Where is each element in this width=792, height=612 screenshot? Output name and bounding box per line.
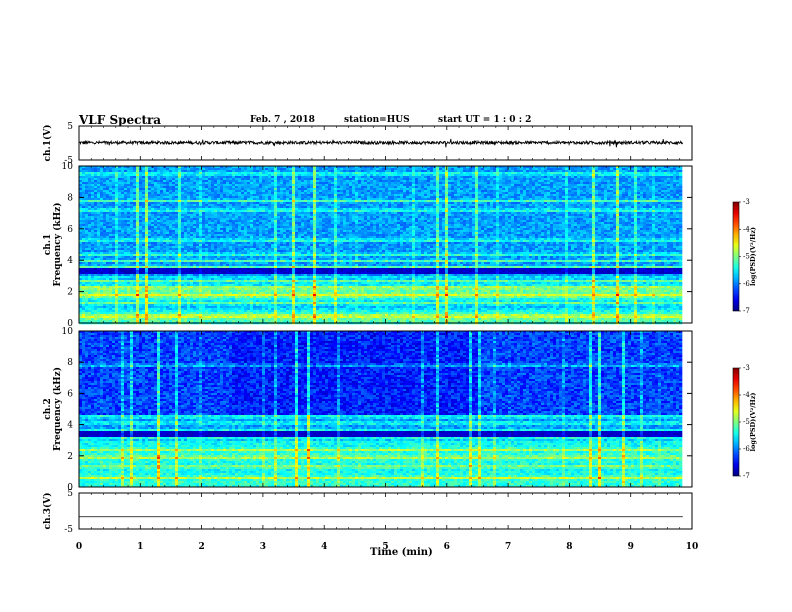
x-tick-label: 6: [444, 542, 450, 552]
y-tick-label: 2: [67, 452, 73, 462]
y-tick-label: -5: [64, 525, 73, 535]
x-tick-label: 7: [505, 542, 511, 552]
colorbar-label: log(PSD)(V²/Hz): [749, 227, 757, 286]
y-tick-label: 10: [62, 162, 74, 172]
x-axis-label: Time (min): [370, 547, 433, 558]
panel-frame: [79, 493, 692, 529]
y-axis-label: ch.3(V): [42, 493, 53, 530]
y-axis-label: Frequency (kHz): [52, 202, 63, 286]
colorbar: [733, 368, 739, 476]
y-tick-label: 6: [67, 225, 73, 235]
x-tick-label: 1: [137, 542, 143, 552]
y-tick-label: 4: [67, 421, 73, 431]
colorbar-tick-label: -7: [743, 472, 750, 480]
spectrogram-1: [79, 166, 682, 324]
y-axis-label: ch.2: [43, 398, 53, 419]
x-tick-label: 9: [628, 542, 634, 552]
y-tick-label: 8: [67, 193, 73, 203]
x-tick-label: 3: [260, 542, 266, 552]
y-tick-label: 2: [67, 288, 73, 298]
y-tick-label: 4: [67, 256, 73, 266]
colorbar: [733, 202, 739, 311]
colorbar-tick-label: -3: [743, 364, 750, 372]
spectrogram-2: [79, 331, 682, 487]
y-axis-label: Frequency (kHz): [52, 367, 63, 451]
colorbar-label: log(PSD)(V²/Hz): [749, 393, 757, 452]
x-tick-label: 2: [198, 542, 204, 552]
x-tick-label: 10: [686, 542, 699, 552]
y-axis-label: ch.1(V): [42, 125, 53, 162]
y-tick-label: 10: [62, 327, 74, 337]
x-tick-label: 0: [76, 542, 82, 552]
x-tick-label: 8: [566, 542, 572, 552]
y-tick-label: 5: [67, 489, 73, 499]
y-tick-label: 8: [67, 358, 73, 368]
colorbar-tick-label: -3: [743, 198, 750, 206]
colorbar-tick-label: -7: [743, 307, 750, 315]
y-tick-label: 6: [67, 389, 73, 399]
x-tick-label: 4: [321, 542, 327, 552]
y-axis-label: ch.1: [43, 234, 53, 255]
y-tick-label: 5: [67, 122, 73, 132]
